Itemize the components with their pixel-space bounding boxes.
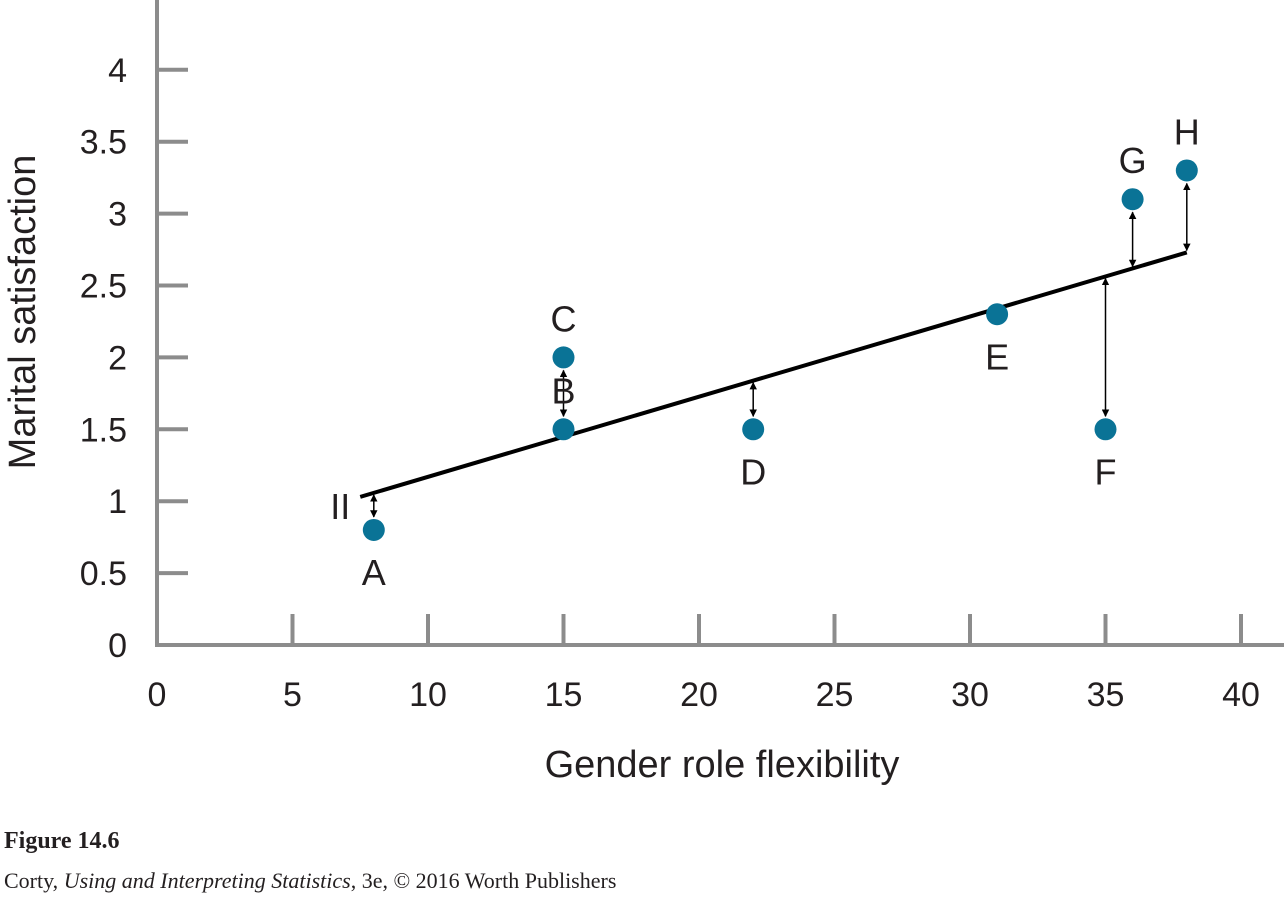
x-tick-label: 30: [951, 676, 989, 714]
data-point-h: [1175, 159, 1198, 182]
y-tick-label: 2: [108, 339, 127, 377]
y-tick-label: 4: [108, 52, 127, 90]
y-tick-label: 0: [108, 627, 127, 665]
figure-number: Figure 14.6: [4, 828, 120, 854]
point-label-e: E: [985, 336, 1009, 377]
x-tick-label: 0: [148, 676, 167, 714]
point-label-h: H: [1174, 111, 1200, 152]
y-tick-label: 3: [108, 196, 127, 234]
data-point-g: [1121, 188, 1144, 211]
regression-line: [359, 250, 1188, 499]
x-tick-label: 15: [545, 676, 583, 714]
point-label-d: D: [740, 451, 766, 492]
y-tick-label: 1: [108, 483, 127, 521]
point-label-g: G: [1119, 140, 1147, 181]
figure-citation: Corty, Using and Interpreting Statistics…: [4, 868, 616, 894]
point-label-a: A: [362, 552, 386, 593]
y-tick-label: 2.5: [80, 268, 127, 306]
residual-arrows: [370, 182, 1191, 518]
x-tick-label: 20: [680, 676, 718, 714]
x-tick-label: 10: [409, 676, 447, 714]
x-tick-label: 35: [1087, 676, 1125, 714]
y-tick-label: 1.5: [80, 411, 127, 449]
x-axis-title: Gender role flexibility: [545, 744, 900, 786]
point-label-b: B: [551, 370, 575, 411]
data-point-a: [362, 518, 385, 541]
data-point-f: [1094, 418, 1117, 441]
data-point-b: [552, 418, 575, 441]
citation-author: Corty,: [4, 868, 64, 893]
citation-book-title: Using and Interpreting Statistics: [63, 868, 351, 893]
data-point-e: [986, 303, 1009, 326]
x-axis-ticks: 0 5 10 15 20 25 30 35 40: [148, 614, 1260, 714]
x-tick-label: 5: [283, 676, 302, 714]
y-tick-label: 0.5: [80, 555, 127, 593]
y-tick-label: 3.5: [80, 124, 127, 162]
y-axis-title: Marital satisfaction: [2, 155, 44, 470]
data-point-c: [552, 346, 575, 369]
x-tick-label: 25: [816, 676, 854, 714]
x-tick-label: 40: [1222, 676, 1260, 714]
point-label-f: F: [1095, 451, 1117, 492]
scatter-chart: 0 5 10 15 20 25 30 35 40 0 0.5 1 1.5 2 2.5 3 3.5 4 Gende…: [2, 0, 1284, 786]
regression-line-label: II: [330, 486, 350, 527]
regression-line-group: II: [330, 250, 1188, 527]
point-label-c: C: [551, 298, 577, 339]
citation-edition: , 3e, © 2016 Worth Publishers: [350, 868, 617, 893]
data-points: A BC D E F GH: [362, 111, 1200, 593]
data-point-d: [742, 418, 765, 441]
y-axis-ticks: 0 0.5 1 1.5 2 2.5 3 3.5 4: [80, 52, 188, 665]
